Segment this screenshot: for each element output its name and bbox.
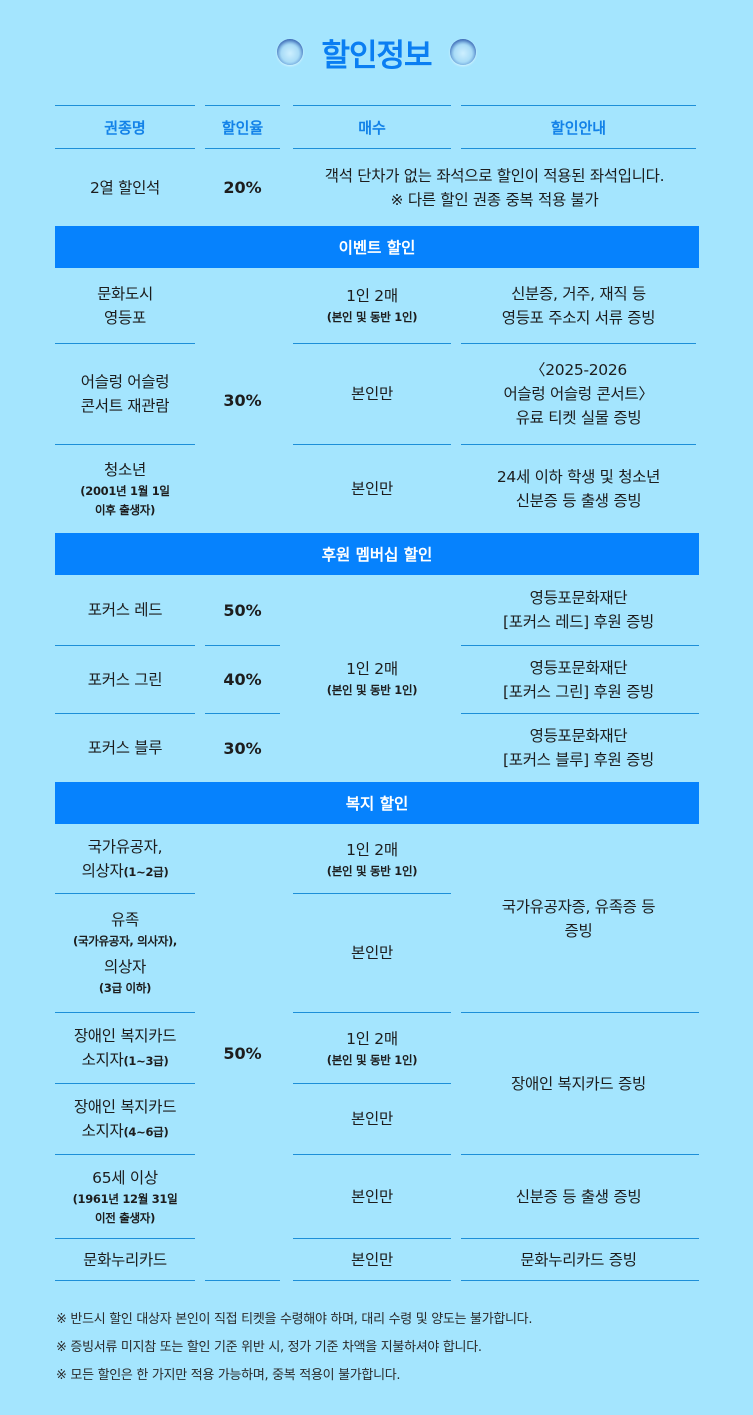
divider	[293, 343, 451, 344]
welfare-qty-disabled-mild: 본인만	[351, 1110, 393, 1128]
event-info-youth: 24세 이하 학생 및 청소년 신분증 등 출생 증빙	[496, 468, 661, 510]
header-discount-rate: 할인율	[221, 118, 264, 137]
membership-rate-green: 40%	[223, 670, 262, 689]
divider	[293, 105, 451, 106]
divider	[205, 1280, 280, 1281]
divider	[461, 343, 696, 344]
divider	[55, 1280, 195, 1281]
welfare-name-merit: 국가유공자, 의상자(1~2급)	[81, 838, 169, 880]
welfare-info-nuri-card: 문화누리카드 증빙	[520, 1250, 637, 1269]
row-2nd-row-seat-name: 2열 할인석	[89, 178, 161, 197]
row-2nd-row-seat-rate: 20%	[223, 178, 262, 197]
welfare-qty-senior: 본인만	[351, 1187, 393, 1206]
divider	[55, 105, 195, 106]
event-qty-youth: 본인만	[351, 480, 393, 498]
divider	[293, 1238, 451, 1239]
divider	[461, 148, 696, 149]
divider	[293, 893, 451, 894]
welfare-info-senior: 신분증 등 출생 증빙	[515, 1187, 642, 1206]
event-name-culture-city: 문화도시 영등포	[97, 284, 153, 327]
row-2nd-row-seat-info: 객석 단차가 없는 좌석으로 할인이 적용된 좌석입니다. ※ 다른 할인 권종…	[324, 166, 665, 209]
event-name-youth: 청소년 (2001년 1월 1일 이후 출생자)	[80, 461, 170, 517]
membership-name-red: 포커스 레드	[87, 601, 163, 619]
header-quantity: 매수	[358, 118, 386, 137]
welfare-qty-nuri-card: 본인만	[351, 1250, 393, 1269]
welfare-name-disabled-mild: 장애인 복지카드 소지자(4~6급)	[73, 1098, 177, 1140]
divider	[293, 148, 451, 149]
divider	[55, 645, 195, 646]
divider	[461, 713, 699, 714]
divider	[55, 1012, 195, 1013]
divider	[205, 713, 280, 714]
divider	[461, 645, 699, 646]
divider	[293, 444, 451, 445]
membership-name-blue: 포커스 블루	[87, 739, 163, 757]
membership-name-green: 포커스 그린	[87, 670, 163, 689]
section-band-event: 이벤트 할인	[55, 226, 699, 268]
welfare-qty-merit: 1인 2매 (본인 및 동반 1인)	[326, 840, 418, 878]
divider	[461, 1012, 699, 1013]
title-area: 할인정보	[0, 28, 753, 76]
divider	[55, 1083, 195, 1084]
event-name-concert-revisit: 어슬렁 어슬렁 콘서트 재관람	[80, 373, 170, 415]
divider	[461, 1238, 699, 1239]
event-qty-culture-city: 1인 2매 (본인 및 동반 1인)	[326, 287, 418, 324]
membership-rate-red: 50%	[223, 600, 262, 620]
welfare-qty-bereaved: 본인만	[351, 944, 393, 962]
divider	[55, 444, 195, 445]
header-info: 할인안내	[550, 118, 607, 137]
membership-info-green: 영등포문화재단 [포커스 그린] 후원 증빙	[502, 658, 655, 701]
bubble-icon-left	[277, 39, 304, 65]
membership-rate-blue: 30%	[223, 738, 262, 758]
divider	[293, 1154, 451, 1155]
welfare-qty-disabled-severe: 1인 2매 (본인 및 동반 1인)	[326, 1029, 418, 1067]
page-title: 할인정보	[321, 37, 432, 74]
divider	[293, 1012, 451, 1013]
divider	[55, 893, 195, 894]
divider	[461, 444, 696, 445]
section-band-membership: 후원 멤버십 할인	[55, 533, 699, 575]
divider	[205, 645, 280, 646]
divider	[461, 1280, 699, 1281]
welfare-info-merit: 국가유공자증, 유족증 등 증빙	[501, 897, 656, 940]
event-info-concert-revisit: 〈2025-2026 어슬렁 어슬렁 콘서트〉 유료 티켓 실물 증빙	[503, 361, 654, 427]
welfare-name-nuri-card: 문화누리카드	[83, 1250, 167, 1269]
divider	[55, 343, 195, 344]
divider	[293, 1280, 451, 1281]
membership-info-blue: 영등포문화재단 [포커스 블루] 후원 증빙	[502, 727, 655, 769]
divider	[293, 1083, 451, 1084]
divider	[55, 713, 195, 714]
event-info-culture-city: 신분증, 거주, 재직 등 영등포 주소지 서류 증빙	[501, 284, 656, 327]
divider	[55, 1154, 195, 1155]
membership-info-red: 영등포문화재단 [포커스 레드] 후원 증빙	[502, 589, 655, 631]
welfare-info-disabled: 장애인 복지카드 증빙	[511, 1074, 646, 1093]
welfare-name-disabled-severe: 장애인 복지카드 소지자(1~3급)	[73, 1027, 177, 1069]
event-rate: 30%	[223, 391, 262, 410]
divider	[461, 1154, 699, 1155]
bubble-icon-right	[449, 39, 476, 65]
note-item: ※ 증빙서류 미지참 또는 할인 기준 위반 시, 정가 기준 차액을 지불하셔…	[56, 1340, 482, 1355]
section-band-welfare: 복지 할인	[55, 782, 699, 824]
welfare-name-bereaved: 유족 (국가유공자, 의사자), 의상자 (3급 이하)	[73, 911, 177, 995]
divider	[55, 148, 195, 149]
header-ticket-type: 권종명	[104, 118, 146, 137]
welfare-name-senior: 65세 이상 (1961년 12월 31일 이전 출생자)	[72, 1168, 178, 1225]
divider	[55, 1238, 195, 1239]
note-item: ※ 모든 할인은 한 가지만 적용 가능하며, 중복 적용이 불가합니다.	[56, 1368, 401, 1383]
divider	[205, 105, 280, 106]
note-item: ※ 반드시 할인 대상자 본인이 직접 티켓을 수령해야 하며, 대리 수령 및…	[56, 1312, 533, 1327]
notes-list: ※ 반드시 할인 대상자 본인이 직접 티켓을 수령해야 하며, 대리 수령 및…	[56, 1306, 532, 1390]
membership-qty: 1인 2매 (본인 및 동반 1인)	[326, 660, 418, 697]
divider	[205, 148, 280, 149]
divider	[461, 105, 696, 106]
event-qty-concert-revisit: 본인만	[351, 385, 393, 403]
welfare-rate: 50%	[223, 1044, 262, 1063]
